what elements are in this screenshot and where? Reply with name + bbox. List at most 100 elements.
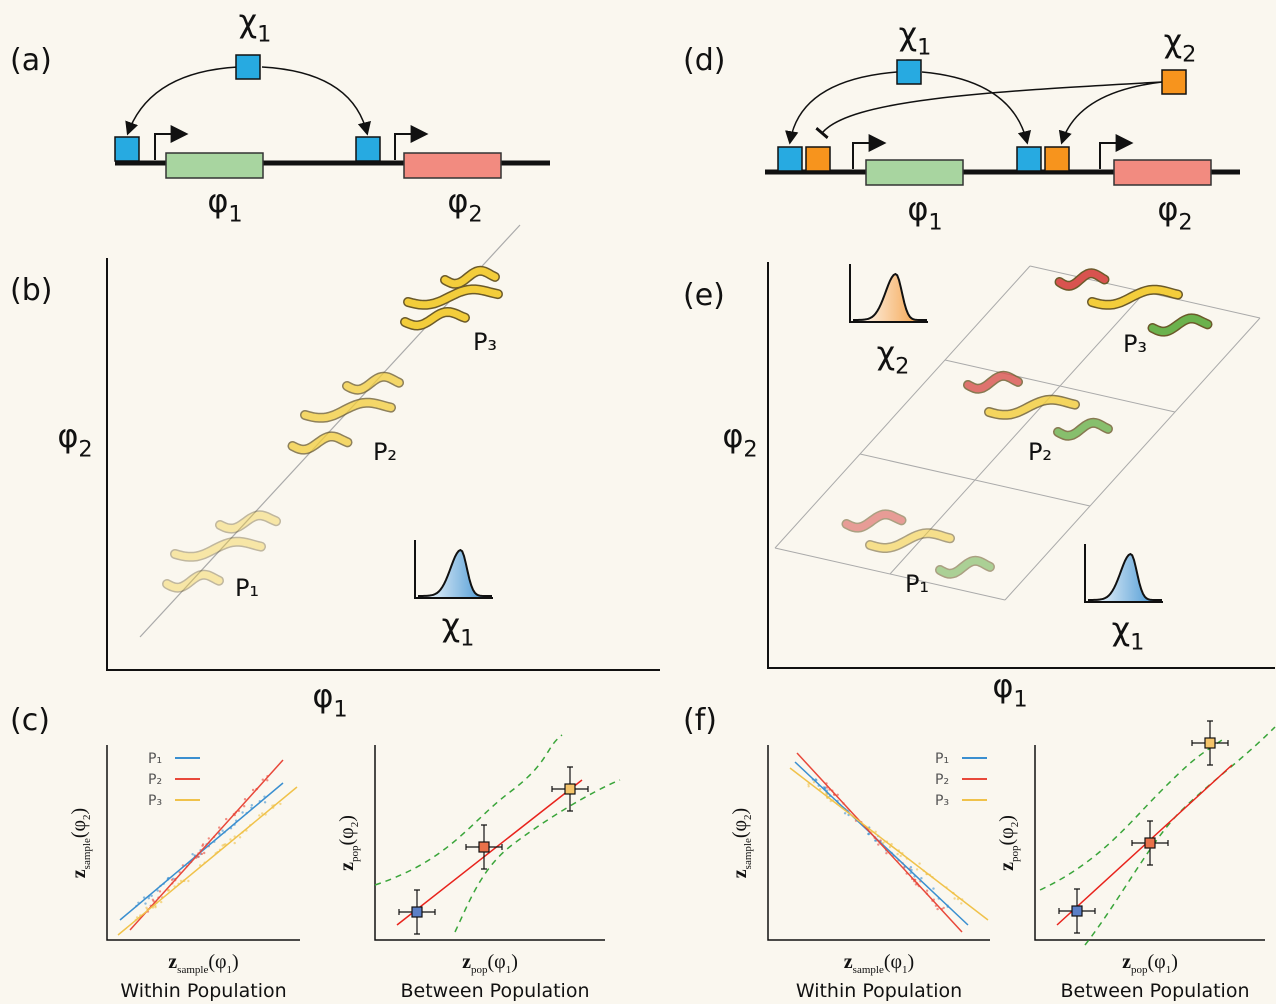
- axis-label-part: (φ: [729, 820, 751, 838]
- population-label: P₂: [373, 438, 397, 466]
- worm: [935, 555, 995, 579]
- gene: [865, 159, 964, 186]
- sample-point: [909, 866, 913, 869]
- axes: [106, 745, 300, 941]
- axis-label-part: 1: [333, 697, 347, 723]
- sample-point: [915, 868, 919, 871]
- axis-label-part: sample: [742, 838, 754, 869]
- axis-label-part: 1: [1166, 964, 1172, 976]
- axis-label-part: 1: [902, 964, 908, 976]
- sample-point: [241, 811, 244, 814]
- axes: [106, 258, 660, 671]
- axis-label-part: φ: [57, 417, 78, 455]
- sample-point: [823, 786, 827, 789]
- axis-label-part: z: [729, 869, 751, 878]
- binding-site: [1016, 146, 1042, 172]
- sample-point: [201, 844, 204, 847]
- distribution-label-part: χ: [442, 606, 460, 644]
- population-mean: [478, 841, 490, 853]
- worm: [300, 397, 396, 423]
- grid-line: [774, 547, 1006, 601]
- axis-label-part: z: [168, 951, 177, 973]
- gene-label-part: φ: [447, 182, 468, 220]
- sample-point: [233, 841, 236, 845]
- population-mean: [411, 906, 423, 918]
- distribution-label-part: 2: [895, 354, 909, 380]
- confidence-band: [374, 734, 563, 886]
- worm: [1054, 268, 1110, 291]
- gene-label-part: φ: [907, 190, 928, 228]
- axis-label-part: 1: [227, 964, 233, 976]
- worm-body: [289, 432, 351, 454]
- caption: Within Population: [796, 980, 962, 1002]
- panel-label: (e): [683, 278, 725, 313]
- sample-point: [807, 785, 810, 788]
- axis-label-part: ): [908, 951, 915, 973]
- axis-label-part: 2: [78, 437, 92, 463]
- population-mean: [1144, 837, 1156, 849]
- sample-point: [920, 877, 923, 880]
- sample-point: [888, 845, 892, 849]
- sample-point: [144, 902, 147, 905]
- sample-point: [158, 890, 162, 893]
- worm-body: [1088, 286, 1182, 309]
- worm: [403, 284, 503, 310]
- axis-label-part: z: [462, 951, 471, 973]
- population-mean: [1204, 737, 1216, 749]
- grid-line: [859, 453, 1091, 507]
- binding-site: [235, 54, 261, 80]
- population-mean: [564, 783, 576, 795]
- caption: Between Population: [401, 980, 590, 1002]
- sample-point: [218, 826, 221, 829]
- sample-point: [953, 897, 956, 900]
- gene: [1113, 159, 1212, 186]
- worm: [440, 265, 500, 289]
- axis-label-part: z: [336, 862, 358, 871]
- axis-label-part: sample: [177, 964, 208, 976]
- worm-body: [964, 372, 1022, 393]
- axis-label-part: (φ: [884, 951, 902, 973]
- axis-label-part: sample: [81, 838, 93, 869]
- regulation-edge: [261, 66, 371, 136]
- distribution: [853, 272, 927, 323]
- distribution-label-part: χ: [877, 334, 895, 372]
- axis-label: zpop(φ2): [996, 815, 1021, 871]
- worm: [963, 370, 1023, 394]
- fit-line: [789, 767, 989, 921]
- regulation-edge: [1058, 81, 1163, 145]
- sample-point: [896, 852, 899, 856]
- panel-label: (c): [10, 703, 50, 738]
- axis-label-part: ): [729, 808, 751, 815]
- gene-label-part: 2: [468, 202, 482, 228]
- sample-point: [243, 798, 247, 801]
- worm: [984, 394, 1080, 420]
- regulator-label-part: 2: [1182, 42, 1196, 68]
- sample-point: [229, 838, 232, 841]
- sample-point: [261, 778, 264, 781]
- worm-body: [1054, 419, 1112, 440]
- distribution-label: χ1: [442, 606, 475, 652]
- axis-label: φ2: [57, 417, 92, 463]
- sample-point: [960, 902, 963, 905]
- worm-body: [866, 529, 954, 552]
- worm: [215, 510, 281, 534]
- population-label: P₂: [1028, 438, 1052, 466]
- grid-line: [944, 359, 1176, 413]
- confidence-band: [1084, 726, 1276, 946]
- sample-point: [160, 900, 163, 904]
- legend-label: P₃: [935, 793, 949, 809]
- axis-label-part: z: [1122, 951, 1131, 973]
- panel-label: (b): [10, 273, 52, 308]
- grid-line: [1004, 317, 1261, 601]
- promoter-arrow: [154, 125, 189, 160]
- sample-point: [261, 812, 264, 815]
- sample-point: [221, 829, 224, 832]
- promoter-arrow: [1099, 134, 1134, 169]
- axis-label: zpop(φ1): [1122, 951, 1178, 976]
- panel-label: (d): [683, 43, 725, 78]
- axis-label: φ1: [992, 667, 1027, 713]
- binding-site: [805, 146, 831, 172]
- sample-point: [899, 854, 902, 858]
- regulator-label: χ1: [239, 2, 272, 48]
- axis-label-part: (φ: [488, 951, 506, 973]
